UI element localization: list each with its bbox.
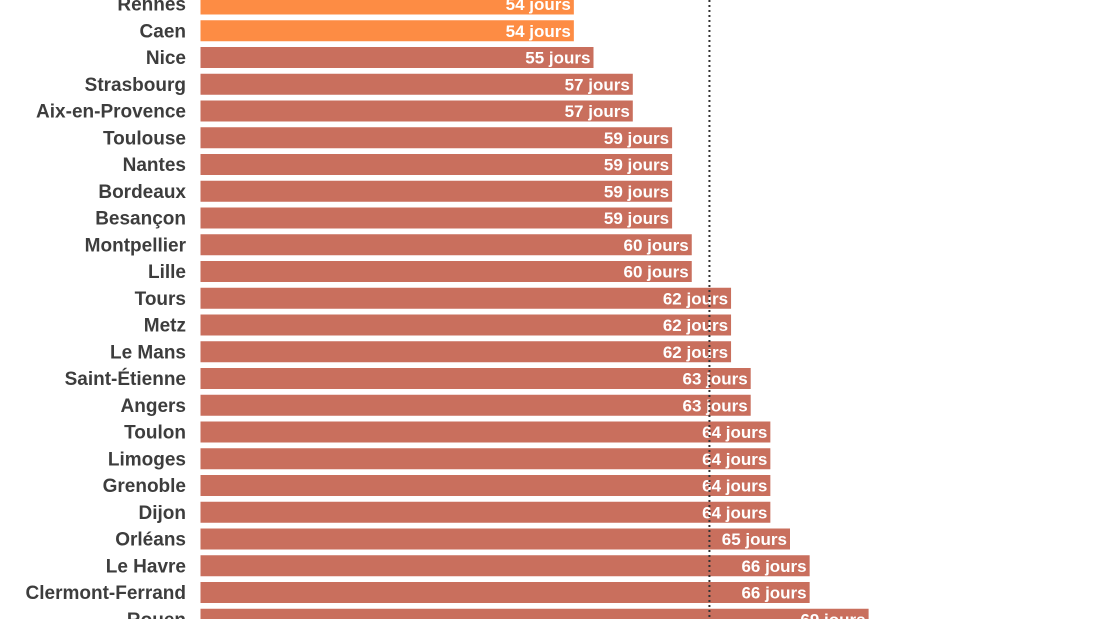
category-label: Lille (148, 262, 186, 283)
bar (200, 368, 751, 389)
bar-value-label: 59 jours (604, 129, 669, 148)
category-label: Nantes (123, 155, 186, 176)
category-labels-layer: Rennes Caen Nice Strasbourg Aix-en-Provence T… (26, 0, 187, 619)
category-label: Le Havre (106, 556, 186, 577)
category-label: Bordeaux (98, 182, 186, 203)
bar (200, 475, 771, 496)
bar-value-label: 60 jours (624, 236, 689, 255)
bar (200, 47, 594, 68)
bar-value-label: 55 jours (525, 49, 590, 68)
bar-value-label: 69 jours (800, 610, 865, 619)
bar-value-label: 63 jours (682, 396, 747, 415)
category-label: Rennes (117, 0, 186, 16)
bar (200, 180, 673, 202)
bar-value-label: 64 jours (702, 450, 767, 469)
bar (200, 314, 732, 336)
category-label: Metz (144, 316, 186, 337)
category-label: Tours (135, 289, 186, 310)
category-label: Caen (140, 21, 186, 42)
bar-value-label: 65 jours (722, 530, 787, 549)
bar (200, 394, 751, 416)
bar (200, 261, 692, 282)
bar-value-label: 54 jours (506, 22, 571, 41)
category-label: Toulouse (103, 128, 186, 149)
value-labels-layer: 54 jours 54 jours 55 jours 57 jours 57 jours… (506, 0, 866, 619)
category-label: Dijon (139, 503, 187, 524)
bar-value-label: 62 jours (663, 343, 728, 362)
category-label: Orléans (115, 530, 186, 551)
bar-value-label: 54 jours (506, 0, 571, 14)
bar (200, 127, 673, 149)
bar (200, 448, 771, 470)
bar (200, 421, 771, 443)
bar (200, 100, 633, 122)
bar-value-label: 59 jours (604, 182, 669, 201)
category-label: Montpellier (85, 235, 187, 256)
bar (200, 0, 574, 15)
bar (200, 608, 869, 619)
bar (200, 154, 673, 175)
bars-layer (200, 0, 869, 619)
bar-value-label: 62 jours (663, 289, 728, 308)
bar (200, 207, 673, 229)
category-label: Limoges (108, 449, 186, 470)
category-label: Rouen (127, 610, 186, 619)
bar-value-label: 57 jours (565, 102, 630, 121)
category-label: Grenoble (103, 476, 186, 497)
category-label: Clermont-Ferrand (26, 583, 186, 604)
bar-value-label: 57 jours (565, 75, 630, 94)
bar-value-label: 64 jours (702, 503, 767, 522)
bar (200, 501, 771, 523)
bar (200, 555, 810, 577)
category-label: Le Mans (110, 342, 186, 363)
bar-value-label: 60 jours (624, 263, 689, 282)
category-label: Angers (121, 396, 186, 417)
bar (200, 582, 810, 603)
bar-value-label: 66 jours (741, 584, 806, 603)
category-label: Toulon (124, 423, 186, 444)
bar-value-label: 59 jours (604, 209, 669, 228)
bar-value-label: 62 jours (663, 316, 728, 335)
bar (200, 287, 732, 309)
bar-value-label: 63 jours (682, 370, 747, 389)
category-label: Aix-en-Provence (36, 102, 186, 123)
category-label: Besançon (95, 209, 186, 230)
bar (200, 20, 574, 42)
bar (200, 73, 633, 95)
bar-value-label: 64 jours (702, 477, 767, 496)
category-label: Nice (146, 48, 186, 69)
bar-value-label: 64 jours (702, 423, 767, 442)
bar (200, 528, 790, 550)
bar-value-label: 66 jours (741, 557, 806, 576)
bar-value-label: 59 jours (604, 156, 669, 175)
bar (200, 341, 732, 363)
category-label: Strasbourg (85, 75, 186, 96)
category-label: Saint-Étienne (65, 368, 186, 390)
bar (200, 234, 692, 256)
